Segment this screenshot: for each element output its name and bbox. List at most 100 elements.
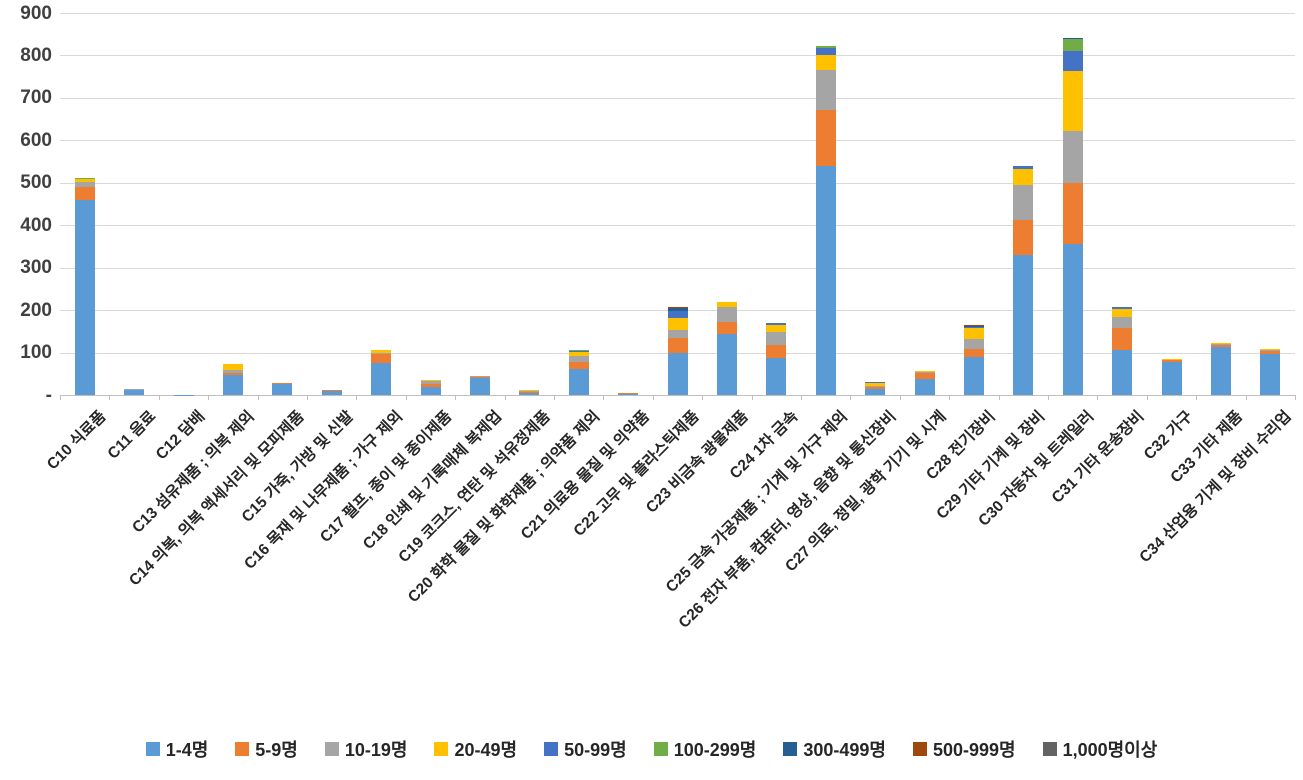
bar-c26 [865,13,886,395]
bar-segment-1-4명 [420,387,441,395]
bar-segment-5-9명 [618,393,639,394]
bar-segment-5-9명 [74,187,95,200]
bar-c22 [667,13,688,395]
bar-c19 [519,13,540,395]
bar-segment-20-49명 [1062,71,1083,132]
bar-segment-10-19명 [1260,349,1281,351]
bar-segment-20-49명 [963,328,984,339]
bar-c21 [618,13,639,395]
bar-c33 [1210,13,1231,395]
bar-segment-5-9명 [914,372,935,380]
bar-segment-20-49명 [519,389,540,391]
bar-c30 [1062,13,1083,395]
bar-c14 [272,13,293,395]
gridline [60,182,1295,184]
bar-segment-1-4명 [371,363,392,395]
bar-segment-20-49명 [74,178,95,182]
gridline [60,13,1295,14]
bar-c24 [766,13,787,395]
bar-segment-10-19명 [124,388,145,390]
x-axis-tick [158,395,160,400]
bar-c27 [914,13,935,395]
x-axis-tick [1146,395,1148,400]
bar-segment-300-499명 [963,325,984,328]
bar-segment-100-299명 [568,350,589,352]
legend-swatch-icon [653,742,668,756]
bar-c13 [222,13,243,395]
x-axis-tick [356,395,358,400]
x-axis-tick [307,395,308,400]
bar-segment-20-49명 [865,383,886,386]
bar-segment-5-9명 [963,349,984,357]
bar-segment-100-299명 [1062,39,1083,52]
bar-segment-20-49명 [1013,169,1034,185]
gridline [60,97,1295,99]
bar-c11 [124,13,145,395]
legend-item-1,000명이상: 1,000명이상 [1042,736,1157,762]
bar-segment-1-4명 [618,393,639,395]
x-axis-tick [405,395,407,400]
x-axis-tick [504,395,506,400]
bar-segment-5-9명 [1210,345,1231,348]
bar-segment-10-19명 [74,181,95,188]
legend-item-100-299명: 100-299명 [653,736,756,762]
bar-segment-1-4명 [222,375,243,395]
legend-swatch-icon [324,742,339,756]
bar-segment-5-9명 [1161,360,1182,362]
y-axis-tick-label: 200 [20,299,52,321]
bar-segment-1-4명 [716,333,737,395]
gridline [60,225,1295,227]
legend-swatch-icon [783,742,798,756]
y-axis-tick-label: - [45,384,52,406]
bar-segment-5-9명 [716,321,737,334]
bar-segment-20-49명 [222,364,243,370]
bar-segment-1-4명 [914,379,935,395]
bar-segment-20-49명 [667,317,688,330]
bar-segment-5-9명 [766,344,787,358]
bar-c20 [568,13,589,395]
x-axis-tick [1245,395,1247,400]
x-axis-tick [109,395,111,400]
bar-segment-1-4명 [469,378,490,395]
legend-label: 500-999명 [932,740,1016,760]
gridline [60,55,1295,57]
bar-segment-1-4명 [766,357,787,395]
bar-segment-50-99명 [1013,165,1034,170]
bar-segment-20-49명 [716,302,737,307]
x-axis-tick [801,395,802,400]
bar-segment-50-99명 [1062,51,1083,72]
legend-label: 50-99명 [564,740,627,760]
bar-segment-20-49명 [1260,348,1281,350]
bar-segment-1-4명 [519,393,540,395]
bar-segment-5-9명 [469,377,490,379]
y-axis-tick-label: 100 [20,342,52,364]
x-axis-tick [998,395,1000,400]
bar-segment-1-4명 [1112,349,1133,395]
bar-c25 [815,13,836,395]
bar-segment-1-4명 [173,394,194,395]
bar-segment-20-49명 [766,324,787,333]
x-axis-tick [850,395,852,400]
bar-segment-10-19명 [1161,359,1182,361]
legend-item-5-9명: 5-9명 [235,736,298,762]
bar-segment-50-99명 [865,382,886,384]
bar-segment-10-19명 [1062,131,1083,184]
bar-segment-5-9명 [321,389,342,391]
bar-segment-5-9명 [420,383,441,388]
bar-segment-5-9명 [815,109,836,166]
x-axis-category-label: C10 식료품 [44,407,110,474]
bar-segment-5-9명 [222,372,243,376]
legend-label: 300-499명 [803,740,886,760]
bar-segment-500-999명 [667,307,688,308]
y-axis-tick-label: 600 [20,129,52,151]
bar-segment-10-19명 [1210,344,1231,346]
bar-segment-20-49명 [1161,358,1182,360]
legend-swatch-icon [544,742,559,756]
bar-segment-1-4명 [815,165,836,395]
bar-segment-5-9명 [1013,220,1034,255]
bar-segment-5-9명 [371,353,392,364]
bar-segment-20-49명 [420,379,441,382]
bar-segment-1-4명 [1161,361,1182,395]
bar-segment-1-4명 [963,356,984,395]
